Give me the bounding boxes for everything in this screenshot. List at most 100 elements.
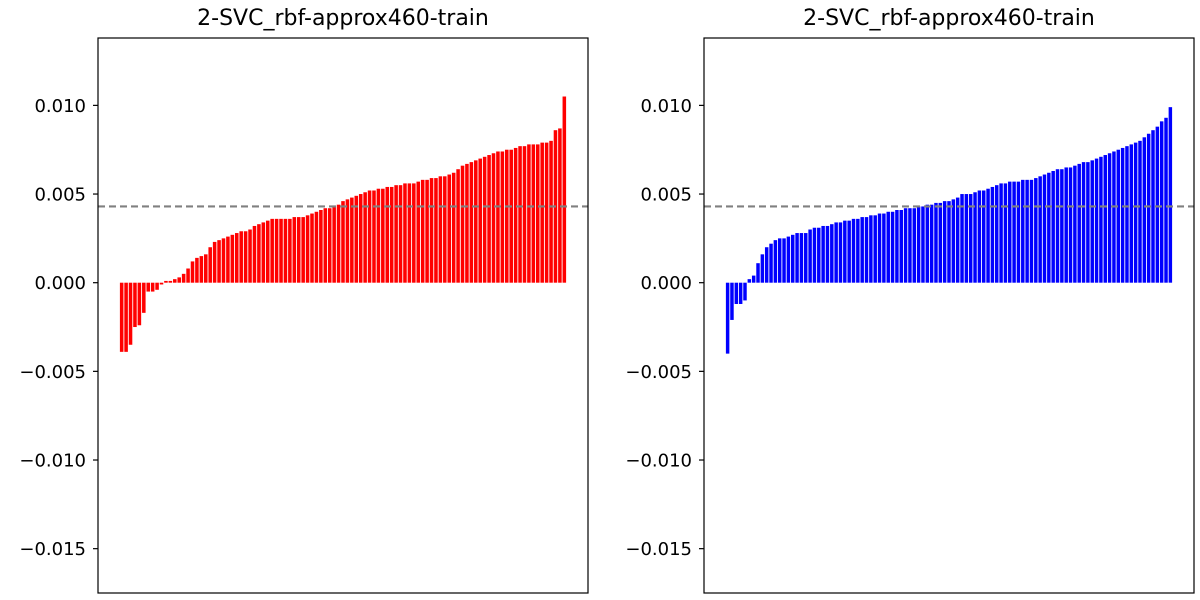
bar (981, 190, 986, 283)
bar (1129, 144, 1134, 283)
chart-title: 2-SVC_rbf-approx460-train (197, 6, 489, 31)
bar (1029, 179, 1034, 283)
bar (817, 227, 821, 283)
bar (456, 169, 460, 283)
bar (558, 128, 562, 283)
bar (808, 229, 812, 283)
bar (773, 240, 778, 283)
bar (536, 144, 540, 283)
bar (890, 211, 895, 283)
bar (738, 282, 743, 304)
bar (1155, 126, 1160, 283)
bar (332, 206, 336, 283)
bar (1107, 153, 1112, 283)
bar (1034, 178, 1038, 283)
bar (764, 247, 769, 283)
bar (482, 156, 487, 283)
bar (725, 282, 730, 354)
bar (908, 208, 912, 283)
bar (119, 282, 124, 352)
bar (847, 220, 851, 283)
bar (912, 208, 917, 283)
bar (168, 280, 173, 283)
bar (443, 176, 447, 283)
bar (292, 217, 297, 283)
bar (173, 279, 177, 283)
bar (394, 185, 398, 283)
bar (354, 195, 359, 283)
bar (350, 197, 354, 283)
bar (403, 183, 407, 283)
bar (496, 151, 500, 283)
y-tick-label: 0.005 (640, 185, 692, 206)
bar (856, 218, 860, 283)
bar (1120, 147, 1125, 283)
bar (782, 238, 786, 283)
bar (804, 233, 808, 283)
chart-panel-2: 2-SVC_rbf-approx460-train 0.010 0.005 0.000… (625, 6, 1195, 594)
bar (195, 257, 199, 283)
bar (786, 236, 791, 283)
bar (916, 206, 921, 283)
bar (999, 183, 1003, 283)
bar (756, 263, 760, 283)
bar (1090, 160, 1094, 283)
bar (843, 220, 847, 283)
bar (938, 202, 943, 283)
bar (301, 217, 305, 283)
bar (531, 144, 536, 283)
bar (734, 282, 739, 304)
bar (274, 218, 279, 283)
bar (751, 275, 756, 283)
bar (420, 179, 425, 283)
bar (895, 210, 899, 283)
bar (1086, 162, 1090, 283)
bar (799, 233, 804, 283)
bar (478, 158, 482, 283)
y-tick-label: 0.005 (34, 185, 86, 206)
bar (358, 194, 363, 283)
bar (951, 199, 956, 283)
bar (376, 188, 381, 283)
bar (146, 282, 150, 292)
bar (283, 218, 288, 283)
bar (407, 183, 412, 283)
bar (239, 231, 243, 283)
bar (973, 192, 977, 283)
y-tick-label: −0.015 (19, 539, 86, 560)
bar (381, 188, 385, 283)
bar (1073, 165, 1077, 283)
bar (451, 172, 456, 283)
bar (1094, 158, 1099, 283)
bar (398, 185, 403, 283)
bar (1103, 155, 1107, 283)
bar (265, 220, 270, 283)
bar (1008, 181, 1012, 283)
bar (877, 213, 882, 283)
y-tick-label: 0.010 (640, 96, 692, 117)
bar (544, 142, 549, 283)
bar (500, 151, 505, 283)
bar (159, 282, 164, 285)
bar (505, 149, 509, 283)
bar (447, 174, 452, 283)
bar (562, 96, 567, 283)
bar (1112, 151, 1116, 283)
bar (934, 202, 938, 283)
bar (469, 162, 474, 283)
bar (234, 233, 239, 283)
bar (825, 225, 830, 283)
bar (1138, 140, 1142, 283)
bar (921, 206, 925, 283)
bar (1133, 142, 1138, 283)
bar (327, 208, 332, 283)
bar (518, 146, 522, 283)
bar (860, 217, 864, 283)
bar (124, 282, 128, 352)
bar (1159, 121, 1164, 283)
bar (279, 218, 283, 283)
bar (864, 217, 869, 283)
bar (412, 183, 416, 283)
y-tick-label: 0.000 (34, 273, 86, 294)
bar (1003, 183, 1008, 283)
